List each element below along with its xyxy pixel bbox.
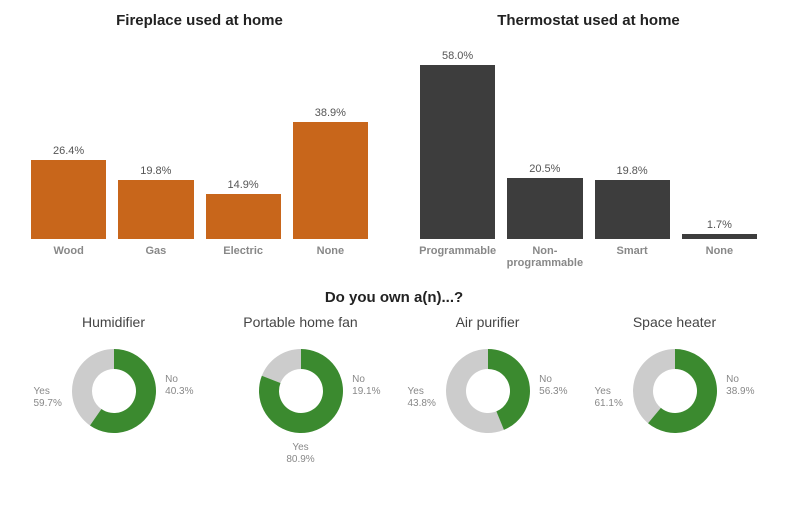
bar-column: 19.8% xyxy=(589,39,676,239)
donut-chart: Humidifier Yes59.7% No40.3% xyxy=(20,314,207,466)
bar-column: 1.7% xyxy=(676,39,763,239)
bar-value-label: 58.0% xyxy=(442,50,473,62)
bar-rect xyxy=(206,194,281,239)
bar-chart: Fireplace used at home 26.4% 19.8% 14.9% 38.… xyxy=(20,12,379,269)
donut-chart: Air purifier Yes43.8% No56.3% xyxy=(394,314,581,466)
bar-rect xyxy=(595,180,670,239)
bar-value-label: 19.8% xyxy=(617,165,648,177)
donut-title: Air purifier xyxy=(394,314,581,330)
donut-title: Space heater xyxy=(581,314,768,330)
donut-yes-label: Yes61.1% xyxy=(595,386,623,410)
bar-rect xyxy=(293,122,368,239)
bar-rect xyxy=(420,65,495,239)
bar-category-label: Wood xyxy=(25,245,112,257)
bar-column: 38.9% xyxy=(287,39,374,239)
donut-title: Portable home fan xyxy=(207,314,394,330)
bar-value-label: 20.5% xyxy=(529,163,560,175)
bar-value-label: 19.8% xyxy=(140,165,171,177)
donut-no-label: No56.3% xyxy=(539,374,567,398)
donut-no-label: No40.3% xyxy=(165,374,193,398)
bar-column: 26.4% xyxy=(25,39,112,239)
bar-category-label: Electric xyxy=(200,245,287,257)
bar-rect xyxy=(507,178,582,240)
bar-value-label: 26.4% xyxy=(53,145,84,157)
bar-value-label: 38.9% xyxy=(315,107,346,119)
bar-value-label: 1.7% xyxy=(707,219,732,231)
donut-no-label: No19.1% xyxy=(352,374,380,398)
bars-area: 26.4% 19.8% 14.9% 38.9% xyxy=(20,39,379,239)
donut-svg xyxy=(620,336,730,446)
donut-no-slice xyxy=(633,349,675,423)
donut-yes-label: Yes80.9% xyxy=(286,442,314,466)
chart-title: Fireplace used at home xyxy=(20,12,379,29)
bar-rect xyxy=(682,234,757,239)
donut-wrap: Yes59.7% No40.3% xyxy=(34,336,194,466)
bars-area: 58.0% 20.5% 19.8% 1.7% xyxy=(409,39,768,239)
bar-rect xyxy=(31,160,106,239)
donut-svg xyxy=(246,336,356,446)
donut-no-slice xyxy=(261,349,300,383)
donut-section-title: Do you own a(n)...? xyxy=(20,289,768,306)
bar-column: 20.5% xyxy=(501,39,588,239)
bar-category-label: Gas xyxy=(112,245,199,257)
bar-column: 58.0% xyxy=(414,39,501,239)
bar-column: 14.9% xyxy=(200,39,287,239)
chart-title: Thermostat used at home xyxy=(409,12,768,29)
donut-no-label: No38.9% xyxy=(726,374,754,398)
bar-value-label: 14.9% xyxy=(228,179,259,191)
donut-wrap: Yes80.9% No19.1% xyxy=(221,336,381,466)
donut-chart: Portable home fan Yes80.9% No19.1% xyxy=(207,314,394,466)
bar-chart: Thermostat used at home 58.0% 20.5% 19.8% 1.… xyxy=(409,12,768,269)
donut-title: Humidifier xyxy=(20,314,207,330)
bar-category-label: Smart xyxy=(589,245,676,269)
donut-chart: Space heater Yes61.1% No38.9% xyxy=(581,314,768,466)
bar-column: 19.8% xyxy=(112,39,199,239)
donut-svg xyxy=(433,336,543,446)
bar-category-label: None xyxy=(287,245,374,257)
donut-yes-label: Yes59.7% xyxy=(34,386,62,410)
bar-category-label: Programmable xyxy=(414,245,501,269)
donut-svg xyxy=(59,336,169,446)
bar-category-label: None xyxy=(676,245,763,269)
donut-wrap: Yes61.1% No38.9% xyxy=(595,336,755,466)
donut-wrap: Yes43.8% No56.3% xyxy=(408,336,568,466)
donut-yes-label: Yes43.8% xyxy=(408,386,436,410)
bar-category-label: Non-programmable xyxy=(501,245,588,269)
bar-rect xyxy=(118,180,193,239)
